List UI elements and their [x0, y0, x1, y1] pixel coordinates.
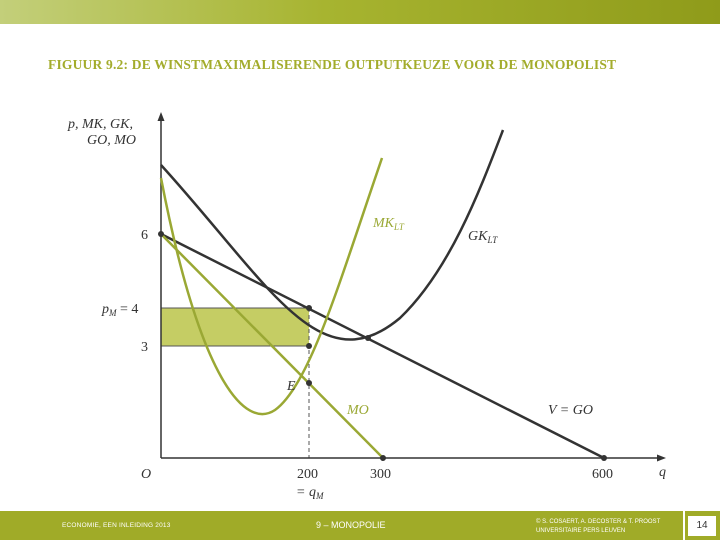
x-tick-qm: = qM [296, 485, 324, 501]
x-tick-200: 200 [297, 467, 318, 482]
x-tick-300: 300 [370, 467, 391, 482]
footer-copyright-publisher: UNIVERSITAIRE PERS LEUVEN [536, 528, 626, 534]
y-axis-label-line2: GO, MO [87, 133, 136, 148]
mo-curve-line [160, 233, 384, 459]
mk-lt-curve [159, 157, 384, 416]
point-e-label: E [286, 379, 296, 394]
footer-chapter: 9 – MONOPOLIE [316, 520, 386, 530]
page-number: 14 [688, 516, 716, 536]
mo-label: MO [346, 403, 369, 418]
point-e [306, 380, 312, 386]
profit-area [161, 308, 309, 346]
footer-bar: ECONOMIE, EEN INLEIDING 2013 9 – MONOPOL… [0, 511, 720, 540]
x-axis-arrow [657, 454, 666, 462]
point-mo-intercept [380, 455, 386, 461]
top-accent-bar [0, 0, 720, 24]
footer-copyright-authors: © S. COSAERT, A. DECOSTER & T. PROOST [536, 519, 661, 525]
origin-label: O [141, 467, 151, 482]
y-tick-6: 6 [141, 228, 148, 243]
point-monopoly-price [306, 305, 312, 311]
monopoly-diagram: p, MK, GK, GO, MO q O 6 pM = 4 3 200 = q… [67, 112, 666, 501]
y-axis-arrow [157, 112, 165, 121]
x-tick-600: 600 [592, 467, 613, 482]
demand-curve-line [160, 232, 605, 460]
y-tick-pm: pM = 4 [101, 302, 138, 318]
demand-label: V = GO [548, 403, 593, 418]
gk-lt-label: GKLT [468, 229, 498, 245]
footer-book-title: ECONOMIE, EEN INLEIDING 2013 [62, 522, 171, 529]
x-axis-label: q [659, 465, 666, 480]
footer-copyright: © S. COSAERT, A. DECOSTER & T. PROOST UN… [536, 518, 686, 536]
footer-divider [683, 511, 685, 540]
y-axis-label-line1: p, MK, GK, [67, 117, 133, 132]
point-average-cost [306, 343, 312, 349]
point-mk-gk-intersection [365, 335, 371, 341]
point-demand-intercept [158, 231, 164, 237]
point-demand-x-intercept [601, 455, 607, 461]
y-tick-3: 3 [141, 340, 148, 355]
mk-lt-label: MKLT [372, 216, 405, 232]
gk-lt-curve [160, 129, 505, 341]
figure-title: FIGUUR 9.2: DE WINSTMAXIMALISERENDE OUTP… [48, 57, 617, 72]
